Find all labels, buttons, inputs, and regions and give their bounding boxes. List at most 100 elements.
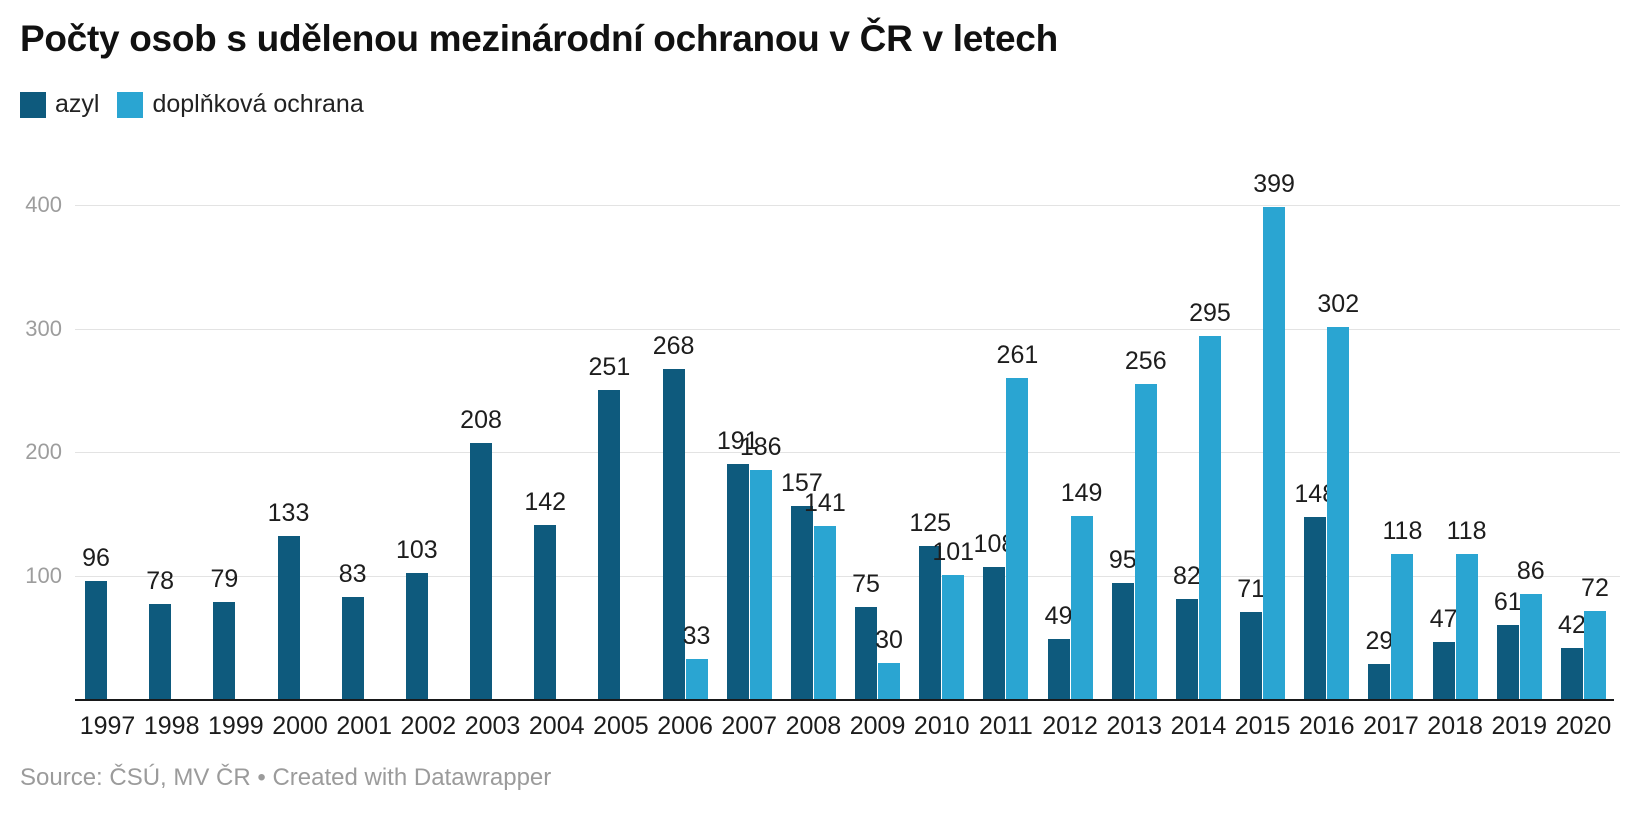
x-axis-tick-label-2002: 2002: [400, 712, 457, 740]
bar-2016-doplnkova-ochrana[interactable]: [1327, 327, 1350, 700]
bar-2015-doplnkova-ochrana[interactable]: [1263, 207, 1286, 700]
bar-group-2016: 148 302 2016: [1294, 206, 1359, 740]
value-label-2008-azyl: 157: [781, 469, 823, 497]
value-label-2018-azyl: 47: [1429, 605, 1458, 633]
bar-2008-doplnkova-ochrana[interactable]: [813, 526, 836, 700]
bar-2017-doplnkova-ochrana[interactable]: [1391, 554, 1414, 700]
legend-item-doplnkova-ochrana: doplňková ochrana: [117, 90, 364, 119]
value-label-2011-doplnkova-ochrana: 261: [996, 341, 1039, 369]
value-label-2013-azyl: 95: [1108, 546, 1137, 574]
bar-group-2017: 29 118 2017: [1363, 206, 1422, 740]
legend-swatch-azyl: [20, 91, 46, 118]
value-label-2020-doplnkova-ochrana: 72: [1581, 574, 1609, 602]
bar-group-2005: 251 2005: [589, 206, 649, 740]
bar-2005-azyl[interactable]: [598, 390, 621, 700]
x-axis-tick-label-2006: 2006: [657, 712, 713, 740]
x-axis-tick-label-2005: 2005: [593, 712, 649, 740]
value-label-2018-doplnkova-ochrana: 118: [1446, 517, 1487, 545]
bar-2019-doplnkova-ochrana[interactable]: [1519, 594, 1542, 700]
bar-2010-doplnkova-ochrana[interactable]: [942, 575, 965, 700]
chart-legend: azyl doplňková ochrana: [20, 90, 364, 119]
bar-group-2004: 142 2004: [524, 206, 584, 740]
bar-2015-azyl[interactable]: [1240, 612, 1263, 700]
bar-2013-azyl[interactable]: [1111, 583, 1134, 700]
bar-2018-doplnkova-ochrana[interactable]: [1455, 554, 1478, 700]
bar-2017-azyl[interactable]: [1368, 664, 1391, 700]
bar-2007-doplnkova-ochrana[interactable]: [749, 470, 772, 700]
bar-2013-doplnkova-ochrana[interactable]: [1134, 384, 1157, 700]
bar-2011-azyl[interactable]: [983, 567, 1006, 700]
bar-group-2008: 157 141 2008: [781, 206, 846, 740]
x-axis-tick-label-2001: 2001: [336, 712, 392, 740]
x-axis-tick-label-2018: 2018: [1427, 712, 1483, 740]
x-axis-tick-label-2017: 2017: [1363, 712, 1419, 740]
bar-2009-azyl[interactable]: [855, 607, 878, 700]
bar-2011-doplnkova-ochrana[interactable]: [1006, 378, 1029, 700]
x-axis-tick-label-1998: 1998: [143, 712, 200, 740]
x-axis-tick-label-2019: 2019: [1491, 712, 1548, 740]
value-label-2006-azyl: 268: [652, 332, 695, 360]
bar-group-1998: 78 1998: [144, 206, 200, 740]
bar-group-2019: 61 86 2019: [1491, 206, 1547, 740]
bar-2010-azyl[interactable]: [919, 546, 942, 700]
bar-group-2014: 82 295 2014: [1171, 206, 1231, 740]
bar-2012-azyl[interactable]: [1047, 639, 1070, 700]
bar-2016-azyl[interactable]: [1304, 517, 1327, 700]
x-axis-tick-label-2000: 2000: [272, 712, 328, 740]
bar-2007-azyl[interactable]: [726, 464, 749, 700]
value-label-2012-doplnkova-ochrana: 149: [1060, 479, 1103, 507]
bar-2012-doplnkova-ochrana[interactable]: [1070, 516, 1093, 700]
value-label-2016-doplnkova-ochrana: 302: [1317, 290, 1360, 318]
bar-group-2001: 83 2001: [336, 206, 392, 740]
bar-2014-doplnkova-ochrana[interactable]: [1198, 336, 1221, 700]
bar-2018-azyl[interactable]: [1432, 642, 1455, 700]
legend-item-azyl: azyl: [20, 90, 99, 119]
bar-2008-azyl[interactable]: [790, 506, 813, 700]
bar-2019-azyl[interactable]: [1496, 625, 1519, 700]
value-label-2002-azyl: 103: [396, 536, 438, 564]
bar-group-2002: 103 2002: [396, 206, 456, 740]
bar-2003-azyl[interactable]: [470, 443, 493, 700]
legend-label-azyl: azyl: [55, 90, 100, 118]
bar-group-2013: 95 256 2013: [1106, 206, 1166, 740]
value-label-2010-azyl: 125: [909, 509, 952, 537]
bar-group-2007: 191 186 2007: [717, 206, 782, 740]
bar-1999-azyl[interactable]: [213, 602, 236, 700]
bar-group-1999: 79 1999: [208, 206, 264, 740]
bar-2020-doplnkova-ochrana[interactable]: [1583, 611, 1606, 700]
bar-group-2020: 42 72 2020: [1556, 206, 1612, 740]
bar-2001-azyl[interactable]: [341, 597, 364, 700]
value-label-2012-azyl: 49: [1044, 602, 1073, 630]
bar-2004-azyl[interactable]: [534, 525, 557, 700]
x-axis-baseline: [75, 699, 1614, 701]
bar-2000-azyl[interactable]: [277, 536, 300, 700]
bar-1997-azyl[interactable]: [85, 581, 107, 700]
value-label-2007-doplnkova-ochrana: 186: [739, 433, 782, 461]
value-label-2020-azyl: 42: [1558, 611, 1586, 639]
bar-group-2000: 133 2000: [268, 206, 328, 740]
bar-2020-azyl[interactable]: [1560, 648, 1583, 700]
value-label-2019-azyl: 61: [1493, 588, 1522, 616]
value-label-2015-azyl: 71: [1237, 575, 1265, 603]
y-axis-tick-label: 200: [25, 439, 62, 464]
x-axis-tick-label-2009: 2009: [849, 712, 906, 740]
gridline-400: [75, 205, 1620, 206]
value-label-2008-doplnkova-ochrana: 141: [804, 489, 846, 517]
y-axis-tick-label: 100: [25, 562, 62, 588]
x-axis-tick-label-2013: 2013: [1106, 712, 1163, 740]
bar-group-1997: 96 1997: [80, 206, 136, 740]
bar-2014-azyl[interactable]: [1175, 599, 1198, 700]
bar-1998-azyl[interactable]: [149, 604, 172, 700]
bar-2002-azyl[interactable]: [405, 573, 428, 700]
x-axis-tick-label-2011: 2011: [979, 712, 1033, 740]
value-label-2017-doplnkova-ochrana: 118: [1382, 517, 1423, 545]
x-axis-tick-label-1997: 1997: [79, 712, 136, 740]
y-axis-tick-label: 400: [25, 192, 62, 217]
value-label-2017-azyl: 29: [1365, 627, 1394, 655]
bar-2006-doplnkova-ochrana[interactable]: [685, 659, 708, 700]
bar-2006-azyl[interactable]: [662, 369, 685, 700]
x-axis-tick-label-1999: 1999: [208, 712, 264, 740]
bar-2009-doplnkova-ochrana[interactable]: [878, 663, 901, 700]
